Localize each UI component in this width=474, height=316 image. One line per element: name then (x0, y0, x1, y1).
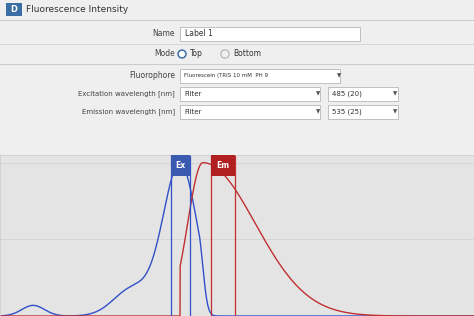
Bar (328, 87, 398, 101)
Text: Label 1: Label 1 (185, 29, 213, 39)
Text: Fluorophore: Fluorophore (129, 71, 175, 81)
Text: ▼: ▼ (316, 92, 320, 96)
Text: Em: Em (216, 161, 229, 170)
Bar (328, 105, 398, 119)
Bar (171, 155, 190, 176)
Text: ▼: ▼ (337, 74, 341, 78)
Text: Name: Name (153, 29, 175, 39)
Text: ▼: ▼ (393, 92, 397, 96)
Text: Fluorescence Intensity: Fluorescence Intensity (26, 5, 128, 14)
Bar (180, 69, 340, 83)
Text: Excitation wavelength [nm]: Excitation wavelength [nm] (78, 91, 175, 97)
Text: Filter: Filter (184, 109, 201, 115)
Text: Ex: Ex (175, 161, 185, 170)
Text: 535 (25): 535 (25) (332, 109, 362, 115)
Text: Fluorescein (TRIS 10 mM  PH 9: Fluorescein (TRIS 10 mM PH 9 (184, 74, 268, 78)
Bar (211, 155, 235, 176)
Text: Filter: Filter (184, 91, 201, 97)
Text: Top: Top (190, 50, 203, 58)
Text: D: D (10, 5, 18, 14)
Bar (180, 27, 360, 41)
Text: ▼: ▼ (316, 110, 320, 114)
Text: Emission wavelength [nm]: Emission wavelength [nm] (82, 109, 175, 115)
Text: Bottom: Bottom (233, 50, 261, 58)
Circle shape (178, 50, 186, 58)
Text: Mode: Mode (154, 50, 175, 58)
Text: ▼: ▼ (393, 110, 397, 114)
Circle shape (180, 52, 184, 57)
Bar (180, 105, 320, 119)
Bar (6, 3, 22, 16)
Text: 485 (20): 485 (20) (332, 91, 362, 97)
Circle shape (221, 50, 229, 58)
Bar (180, 87, 320, 101)
Circle shape (222, 51, 228, 57)
